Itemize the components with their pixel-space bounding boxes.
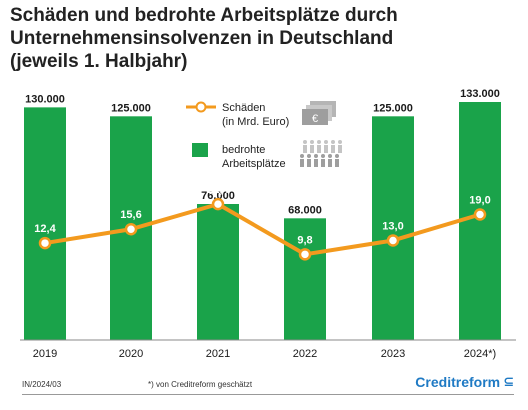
chart-title: Schäden und bedrohte Arbeitsplätze durch…	[10, 4, 510, 73]
people-icon	[300, 140, 342, 167]
title-line-3: (jeweils 1. Halbjahr)	[10, 51, 188, 72]
x-tick-label: 2021	[206, 348, 230, 360]
bar-2019	[24, 107, 66, 340]
x-tick-label: 2019	[33, 348, 57, 360]
legend-bar-swatch	[192, 143, 208, 157]
damage-line	[44, 202, 481, 257]
damage-value-label: 15,6	[120, 209, 141, 221]
bar-2023	[372, 116, 414, 340]
bar-value-label: 125.000	[373, 102, 413, 114]
x-tick-label: 2022	[293, 348, 317, 360]
damage-point	[473, 208, 487, 221]
bar-2021	[197, 204, 239, 340]
brand-logo: Creditreform ⊆	[415, 374, 514, 390]
legend-line-marker	[195, 101, 207, 113]
damage-value-label: 19,0	[469, 195, 490, 207]
bar-2024	[459, 102, 501, 340]
damage-value-label: 13,0	[382, 220, 403, 232]
legend: Schäden (in Mrd. Euro) € bedrohte Arbeit…	[186, 101, 342, 170]
bar-value-label: 133.000	[460, 88, 500, 100]
legend-line-label-1: Schäden	[222, 102, 265, 114]
brand-name: Creditreform	[415, 374, 501, 390]
bar-value-label: 125.000	[111, 102, 151, 114]
title-line-1: Schäden und bedrohte Arbeitsplätze durch	[10, 5, 398, 26]
legend-bar-label-2: Arbeitsplätze	[222, 158, 286, 170]
damage-value-label: 12,4	[34, 223, 56, 235]
bar-value-label: 68.000	[288, 204, 322, 216]
svg-text:€: €	[312, 113, 318, 125]
x-tick-label: 2024*)	[464, 348, 496, 360]
damage-point	[211, 197, 225, 211]
bar-value-label: 76.000	[201, 190, 235, 202]
x-tick-label: 2023	[381, 348, 405, 360]
footer-rule	[22, 394, 514, 395]
damage-point	[124, 222, 138, 236]
bar-2022	[284, 218, 326, 340]
damage-point	[386, 234, 400, 247]
brand-mark-icon: ⊆	[503, 374, 514, 389]
damage-value-label: 21,4	[207, 184, 229, 196]
damage-value-label: 9,8	[297, 234, 312, 246]
damage-point	[298, 248, 312, 261]
x-tick-label: 2020	[119, 348, 143, 360]
footer-note: *) von Creditreform geschätzt	[148, 380, 253, 389]
damage-point	[38, 236, 52, 250]
legend-bar-label-1: bedrohte	[222, 144, 265, 156]
title-line-2: Unternehmensinsolvenzen in Deutschland	[10, 28, 394, 49]
legend-line-label-2: (in Mrd. Euro)	[222, 116, 289, 128]
bar-value-label: 130.000	[25, 93, 65, 105]
money-icon: €	[302, 101, 336, 125]
footer-code: IN/2024/03	[22, 380, 62, 389]
